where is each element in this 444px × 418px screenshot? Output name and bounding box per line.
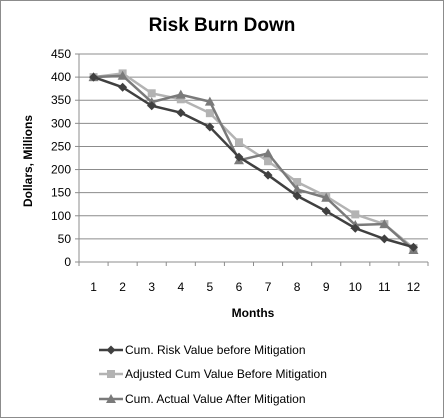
legend: Cum. Risk Value before Mitigation Adjuste…: [99, 343, 327, 406]
data-point: [379, 219, 390, 229]
legend-label: Adjusted Cum Value Before Mitigation: [125, 367, 327, 381]
x-tick-label: 4: [177, 280, 184, 294]
data-point: [292, 184, 303, 194]
chart-title: Risk Burn Down: [149, 15, 296, 36]
x-axis-title: Months: [232, 306, 275, 320]
series-line: [93, 75, 414, 249]
x-tick-label: 12: [407, 280, 421, 294]
data-point: [205, 109, 214, 118]
data-point: [351, 210, 360, 219]
legend-item: Cum. Risk Value before Mitigation: [99, 343, 306, 357]
data-point: [205, 122, 215, 132]
x-tick-label: 8: [294, 280, 301, 294]
data-point: [321, 206, 331, 216]
data-point: [147, 89, 156, 98]
data-point: [234, 152, 244, 162]
data-point: [176, 108, 186, 118]
legend-marker: [106, 394, 116, 403]
x-tick-label: 7: [265, 280, 272, 294]
data-point: [263, 170, 273, 180]
y-axis-title: Dollars, Millions: [21, 115, 35, 207]
data-point: [89, 72, 99, 82]
data-series: [88, 69, 419, 254]
legend-item: Cum. Actual Value After Mitigation: [99, 392, 306, 406]
data-point: [176, 95, 185, 104]
y-tick-label: 100: [51, 209, 71, 223]
series-1: [89, 72, 418, 252]
data-point: [234, 138, 243, 147]
y-tick-label: 350: [51, 93, 71, 107]
x-tick-label: 5: [207, 280, 214, 294]
x-tick-label: 11: [378, 280, 391, 294]
data-point: [264, 157, 273, 166]
x-tick-label: 9: [323, 280, 330, 294]
x-tick-label: 1: [90, 280, 97, 294]
series-line: [93, 74, 415, 251]
gridlines: [79, 53, 428, 240]
y-tick-label: 200: [51, 163, 71, 177]
x-tick-label: 6: [236, 280, 243, 294]
series-line: [93, 72, 415, 250]
y-tick-label: 50: [58, 232, 72, 246]
x-tick-label: 10: [349, 280, 363, 294]
data-point: [321, 192, 332, 202]
data-point: [293, 178, 302, 187]
data-point: [204, 96, 215, 106]
data-point: [175, 89, 186, 99]
data-point: [379, 234, 389, 244]
y-tick-label: 400: [51, 70, 71, 84]
legend-label: Cum. Risk Value before Mitigation: [125, 343, 306, 357]
y-tick-label: 150: [51, 186, 71, 200]
data-point: [147, 101, 157, 111]
y-tick-label: 300: [51, 116, 71, 130]
legend-label: Cum. Actual Value After Mitigation: [125, 392, 306, 406]
legend-marker: [107, 370, 115, 378]
legend-marker: [106, 345, 116, 355]
y-tick-label: 450: [51, 47, 71, 61]
y-tick-label: 250: [51, 139, 71, 153]
y-tick-label: 0: [64, 255, 71, 269]
x-tick-label: 2: [119, 280, 126, 294]
data-point: [117, 70, 128, 80]
x-tick-label: 3: [148, 280, 155, 294]
data-point: [118, 82, 128, 92]
data-point: [350, 223, 360, 233]
data-point: [263, 148, 274, 158]
data-point: [292, 191, 302, 201]
data-point: [408, 242, 418, 252]
legend-item: Adjusted Cum Value Before Mitigation: [99, 367, 327, 381]
